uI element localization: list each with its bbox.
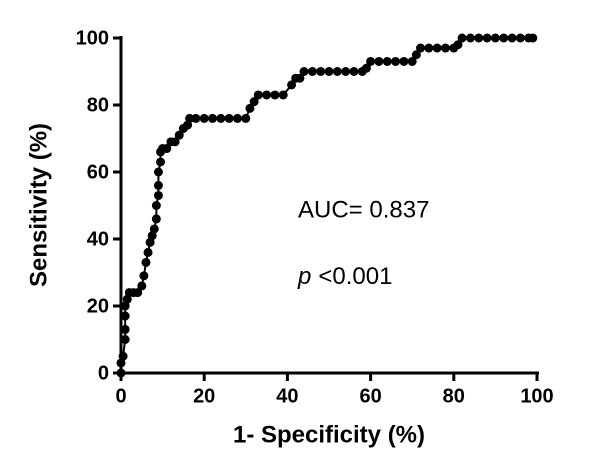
roc-point bbox=[151, 201, 161, 210]
roc-point bbox=[170, 137, 180, 147]
roc-point bbox=[316, 67, 326, 76]
roc-point bbox=[341, 67, 351, 76]
roc-point bbox=[515, 33, 525, 43]
roc-point bbox=[116, 368, 126, 378]
roc-point bbox=[453, 40, 463, 50]
roc-point bbox=[507, 33, 517, 43]
roc-point bbox=[432, 43, 442, 53]
roc-point bbox=[245, 103, 255, 113]
roc-point bbox=[118, 351, 128, 361]
roc-point bbox=[153, 167, 163, 177]
roc-point bbox=[162, 144, 172, 154]
roc-point bbox=[391, 56, 401, 66]
roc-point bbox=[191, 113, 201, 123]
roc-point bbox=[374, 56, 384, 66]
roc-point bbox=[499, 33, 509, 43]
roc-point bbox=[324, 67, 334, 76]
roc-point bbox=[208, 113, 218, 123]
y-tick-label: 40 bbox=[87, 228, 109, 250]
roc-point bbox=[424, 43, 434, 53]
x-tick-label: 20 bbox=[193, 385, 215, 407]
roc-point bbox=[120, 324, 130, 334]
x-tick-label: 0 bbox=[115, 385, 126, 407]
roc-point bbox=[528, 33, 538, 43]
y-tick-label: 100 bbox=[76, 27, 109, 49]
roc-point bbox=[287, 80, 297, 90]
roc-point bbox=[156, 157, 166, 167]
x-tick-label: 100 bbox=[520, 385, 553, 407]
roc-point bbox=[299, 67, 309, 76]
x-tick-label: 40 bbox=[276, 385, 298, 407]
roc-point bbox=[349, 67, 359, 76]
roc-point bbox=[440, 43, 450, 53]
roc-point bbox=[457, 33, 467, 43]
y-tick-label: 20 bbox=[87, 295, 109, 317]
y-tick-label: 80 bbox=[87, 94, 109, 116]
roc-point bbox=[474, 33, 484, 43]
roc-point bbox=[241, 113, 251, 123]
roc-point bbox=[407, 56, 417, 66]
roc-point bbox=[216, 113, 226, 123]
roc-point bbox=[133, 288, 143, 298]
roc-point bbox=[151, 214, 161, 224]
roc-point bbox=[232, 113, 242, 123]
roc-point bbox=[153, 180, 163, 190]
roc-point bbox=[270, 90, 280, 100]
y-axis-title: Sensitivity (%) bbox=[25, 123, 52, 287]
p-symbol: p bbox=[297, 263, 311, 290]
roc-point bbox=[120, 335, 130, 344]
roc-point bbox=[149, 224, 159, 234]
roc-point bbox=[139, 271, 149, 281]
roc-point bbox=[141, 257, 151, 267]
roc-point bbox=[153, 190, 163, 200]
roc-point bbox=[490, 33, 500, 43]
roc-point bbox=[399, 56, 409, 66]
roc-point bbox=[143, 247, 153, 257]
roc-point bbox=[465, 33, 475, 43]
roc-point bbox=[185, 113, 195, 123]
roc-point bbox=[199, 113, 209, 123]
x-tick-label: 60 bbox=[359, 385, 381, 407]
roc-point bbox=[332, 67, 342, 76]
p-annotation: p <0.001 bbox=[297, 263, 392, 290]
roc-point bbox=[174, 130, 184, 140]
roc-point bbox=[411, 50, 421, 60]
roc-point bbox=[278, 90, 288, 100]
roc-point bbox=[253, 90, 263, 100]
roc-point bbox=[361, 63, 371, 73]
roc-point bbox=[307, 67, 317, 76]
roc-point bbox=[382, 56, 392, 66]
x-tick-label: 80 bbox=[443, 385, 465, 407]
roc-point bbox=[249, 97, 259, 107]
roc-point bbox=[120, 311, 130, 321]
y-tick-label: 0 bbox=[98, 362, 109, 384]
roc-point bbox=[262, 90, 272, 100]
roc-point bbox=[224, 113, 234, 123]
roc-point bbox=[366, 56, 376, 66]
roc-point bbox=[416, 43, 426, 53]
y-tick-label: 60 bbox=[87, 161, 109, 183]
auc-annotation: AUC= 0.837 bbox=[298, 196, 429, 223]
roc-point bbox=[137, 281, 147, 291]
roc-point bbox=[482, 33, 492, 43]
p-value: <0.001 bbox=[318, 263, 392, 290]
x-axis-title: 1- Specificity (%) bbox=[233, 421, 425, 448]
roc-point bbox=[295, 73, 305, 83]
